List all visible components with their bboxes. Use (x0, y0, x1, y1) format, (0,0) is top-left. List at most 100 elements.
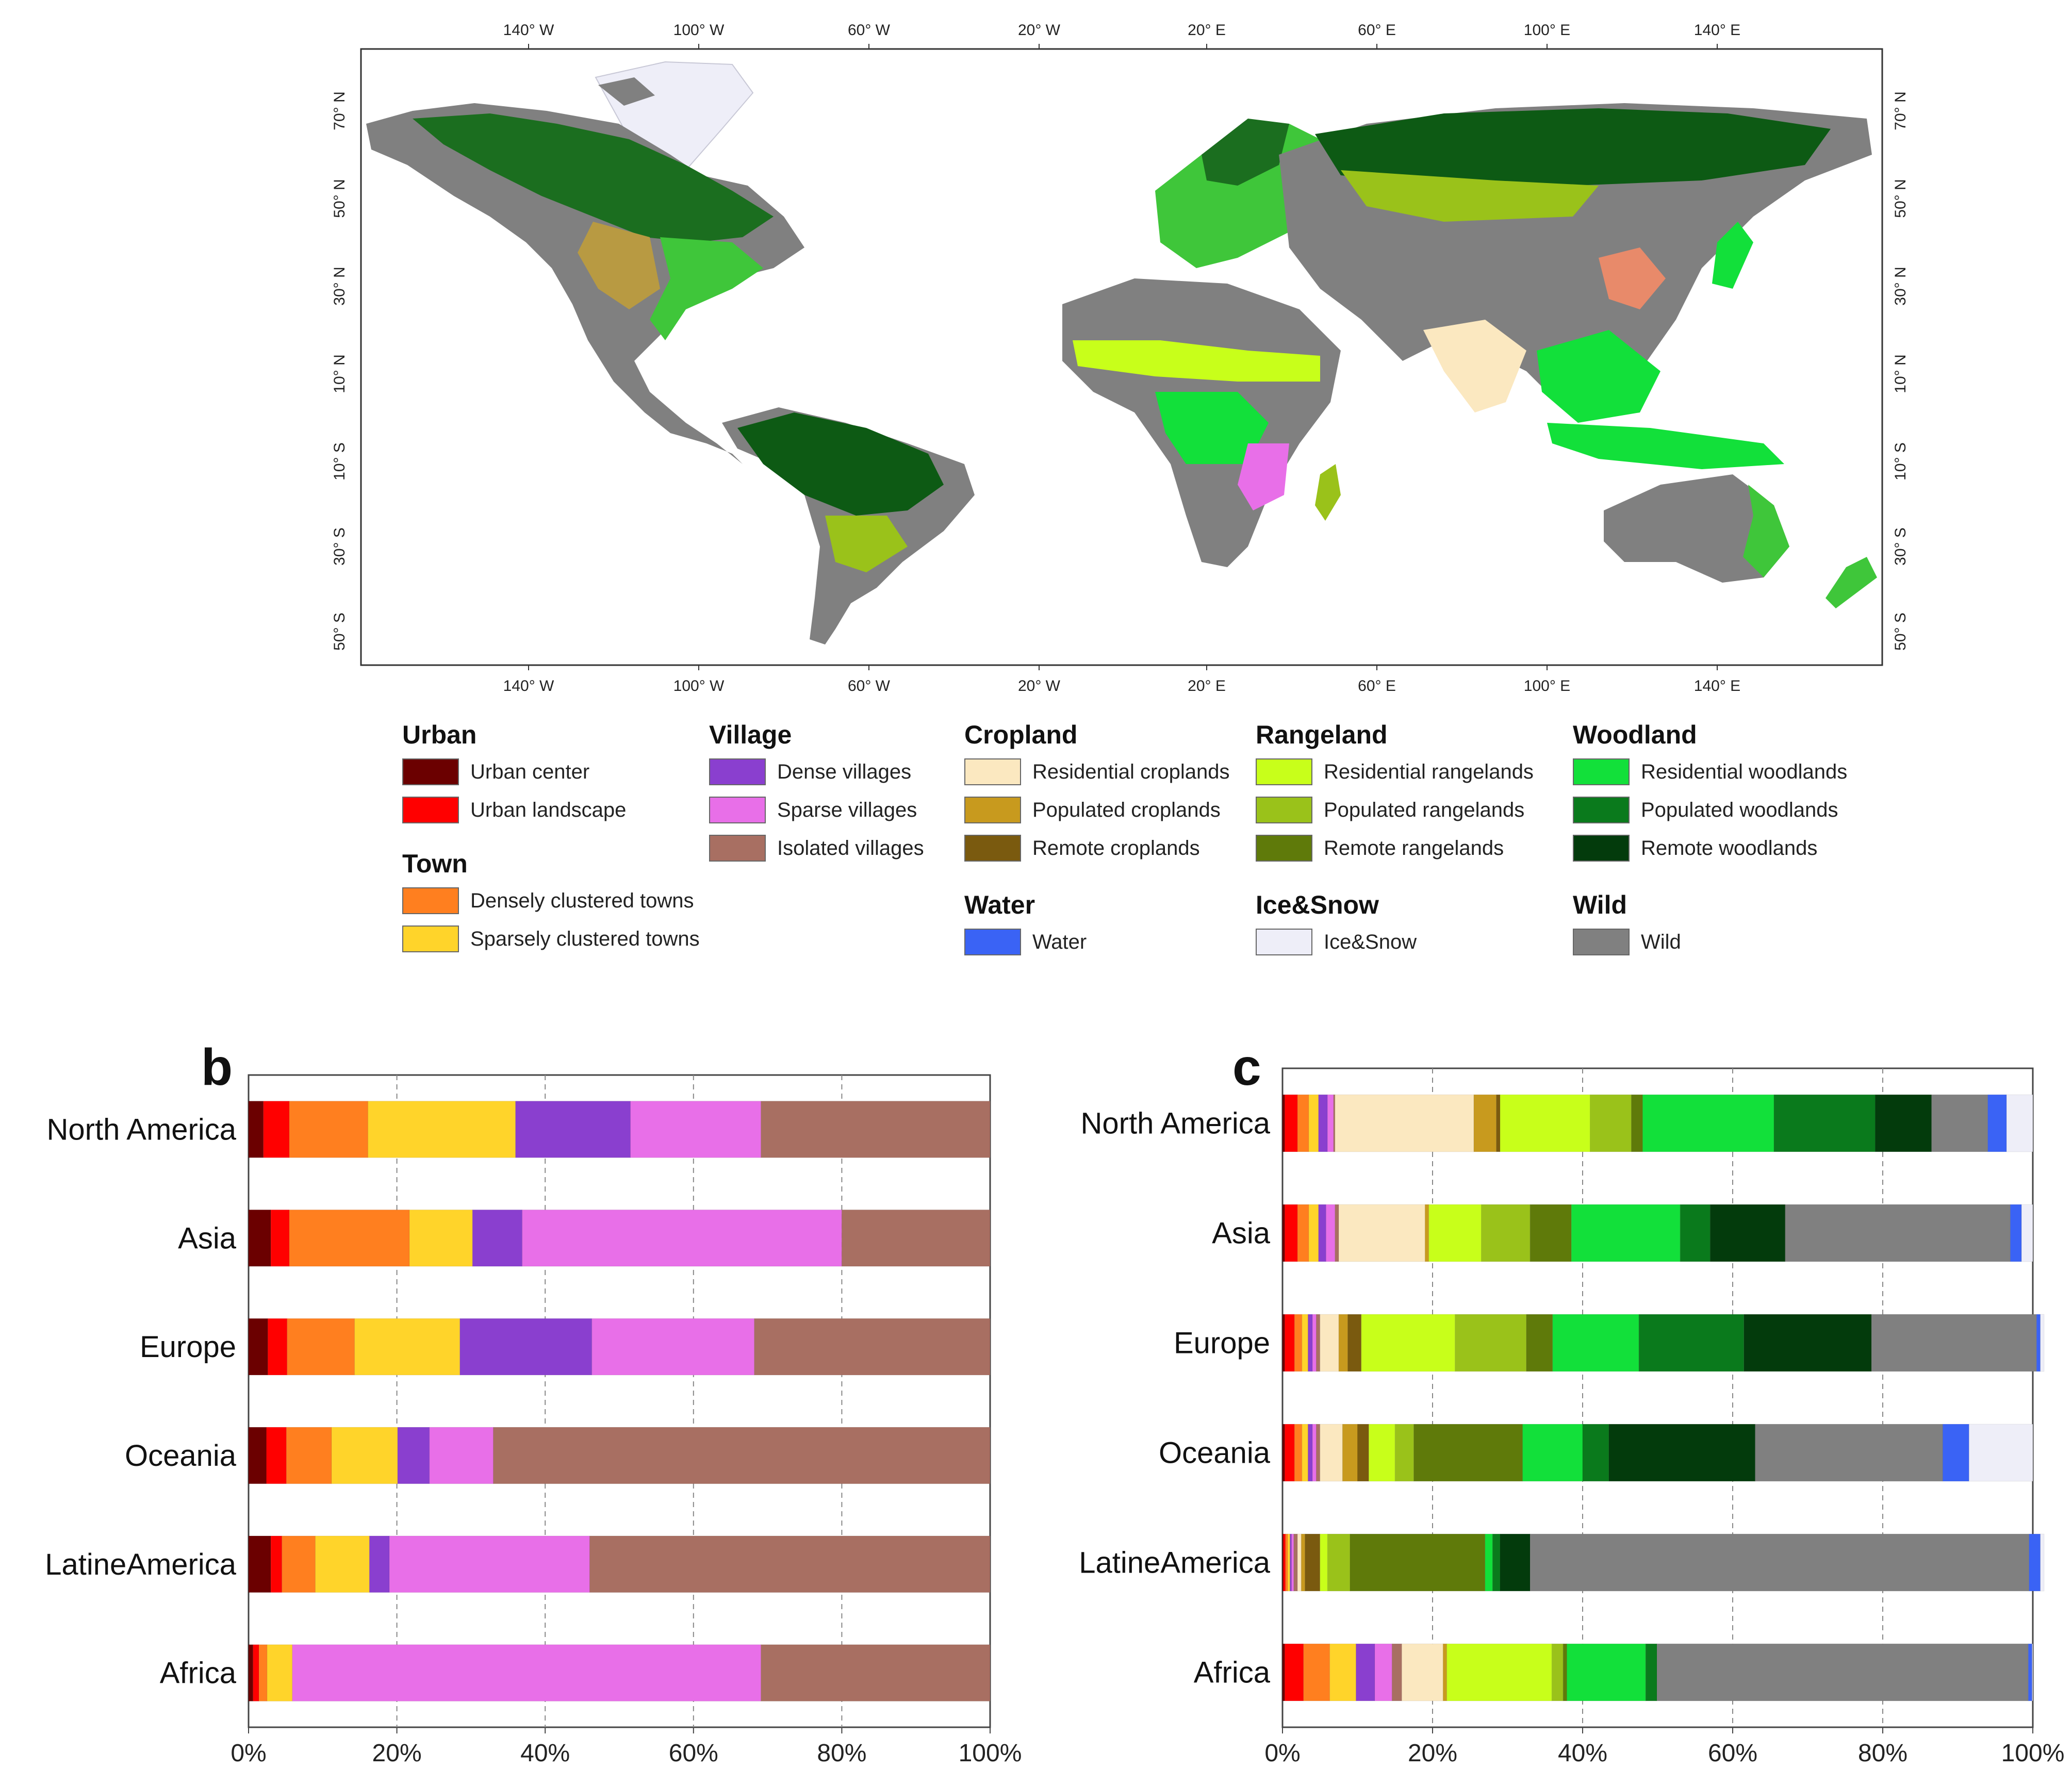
legend-label: Residential rangelands (1324, 760, 1534, 783)
bar-segment (2010, 1204, 2022, 1262)
map-ticks: 140° W 140° W 100° W 100° W 60° W 60° W 20° W 2… (331, 22, 1909, 695)
bar-segment (1297, 1533, 1302, 1592)
bar-segment (1492, 1533, 1501, 1592)
forest-southeast-asia (1537, 330, 1660, 423)
legend-label: Dense villages (777, 760, 912, 783)
forest-east-na (650, 237, 763, 340)
legend-swatch (964, 835, 1021, 862)
legend-item: Water (964, 927, 1087, 957)
legend-group-title: Village (709, 720, 792, 749)
world-map: 140° W 140° W 100° W 100° W 60° W 60° W 20° W 2… (331, 22, 1909, 695)
bar-segment (1608, 1424, 1756, 1482)
bar-segment (263, 1101, 290, 1158)
bar-segment (1455, 1314, 1527, 1372)
x-tick-label: 20% (1408, 1740, 1457, 1767)
legend-group-village: Village Dense villages Sparse villages I… (709, 722, 924, 871)
legend-swatch (1573, 929, 1630, 955)
bar-segment (1424, 1204, 1429, 1262)
bar-segment (1320, 1533, 1328, 1592)
bar-segment (248, 1535, 271, 1593)
lon-tick-label-bottom: 60° E (1358, 677, 1396, 695)
bar-segment (1631, 1094, 1643, 1152)
landmass-new-zealand (1826, 557, 1877, 608)
stacked-bar-chart-b: 0% 20% 40% 60% 80% 100% North America Asia Europ… (45, 1074, 1022, 1767)
bar-segment (515, 1101, 631, 1158)
map-landmasses (366, 61, 1877, 644)
landmass-indonesia (1547, 423, 1784, 469)
bar-segment (1582, 1424, 1609, 1482)
bar-segment (1442, 1643, 1448, 1701)
legend-item: Residential woodlands (1573, 757, 1847, 787)
lon-tick-label-bottom: 140° E (1694, 677, 1740, 695)
bar-segment (1413, 1424, 1523, 1482)
bar-segment (2029, 1533, 2041, 1592)
bar-segment (258, 1644, 268, 1701)
lat-tick-label-right: 70° N (1892, 91, 1909, 130)
legend-swatch (709, 797, 766, 823)
lon-tick-label-top: 100° E (1524, 22, 1570, 39)
legend-label: Densely clustered towns (470, 889, 694, 912)
legend-label: Sparse villages (777, 798, 917, 821)
bar-segment (1320, 1314, 1339, 1372)
bar-segment (1302, 1314, 1308, 1372)
lon-tick-label-bottom: 60° W (848, 677, 891, 695)
bar-segment (267, 1318, 288, 1376)
legend-item: Remote rangelands (1256, 833, 1534, 863)
bar-segment (1552, 1314, 1639, 1372)
forest-north-america (413, 113, 774, 242)
legend-item: Remote woodlands (1573, 833, 1847, 863)
bar-segment (1338, 1314, 1349, 1372)
bar-segment (1329, 1643, 1357, 1701)
legend-item: Sparsely clustered towns (402, 924, 700, 954)
legend-swatch (402, 758, 459, 785)
legend-item: Residential rangelands (1256, 757, 1534, 787)
legend-swatch (1573, 797, 1630, 823)
bar-segment (1282, 1204, 1285, 1262)
bar-segment (1481, 1204, 1531, 1262)
lat-tick-label-left: 10° N (331, 354, 348, 393)
bar-segment (1401, 1643, 1443, 1701)
bar-segment (1374, 1643, 1392, 1701)
legend-label: Wild (1641, 930, 1681, 953)
lon-tick-label-bottom: 20° E (1188, 677, 1226, 695)
lat-tick-label-left: 30° S (331, 527, 348, 566)
bar-segment (1356, 1643, 1375, 1701)
legend-label: Urban center (470, 760, 590, 783)
bar-segment (1282, 1094, 1285, 1152)
x-tick-label: 100% (2001, 1740, 2065, 1767)
bar-segment (248, 1209, 271, 1267)
legend-label: Water (1032, 930, 1087, 953)
bar-segment (754, 1318, 991, 1376)
legend-item: Ice&Snow (1256, 927, 1417, 957)
lat-tick-label-left: 50° S (331, 613, 348, 651)
legend-item: Wild (1573, 927, 1681, 957)
legend-label: Urban landscape (470, 798, 627, 821)
lat-tick-label-left: 10° S (331, 442, 348, 481)
bar-segment (1294, 1424, 1303, 1482)
legend-swatch (709, 758, 766, 785)
legend-swatch (709, 835, 766, 862)
lon-tick-label-bottom: 100° E (1524, 677, 1570, 695)
bar-segment (1485, 1533, 1493, 1592)
bar-segment (2032, 1643, 2033, 1701)
legend-group-urban: Urban Urban center Urban landscape (402, 722, 626, 833)
bar-segment (1394, 1424, 1415, 1482)
bar-segment (1335, 1204, 1339, 1262)
bar-segment (1645, 1643, 1657, 1701)
bar-segment (331, 1427, 398, 1484)
bar-segment (248, 1318, 268, 1376)
bar-segment (522, 1209, 842, 1267)
category-label: Europe (140, 1330, 236, 1364)
bar-segment (1282, 1314, 1285, 1372)
bar-segment (1656, 1643, 2029, 1701)
category-label: Europe (1174, 1327, 1270, 1360)
legend-swatch (1256, 929, 1312, 955)
category-label: Africa (1194, 1656, 1271, 1690)
legend-item: Isolated villages (709, 833, 924, 863)
bar-segment (1301, 1533, 1306, 1592)
category-label: Oceania (125, 1439, 237, 1473)
legend-group-title: Rangeland (1256, 720, 1388, 749)
legend-label: Residential croplands (1032, 760, 1230, 783)
bar-segment (1284, 1314, 1295, 1372)
bar-segment (1755, 1424, 1943, 1482)
